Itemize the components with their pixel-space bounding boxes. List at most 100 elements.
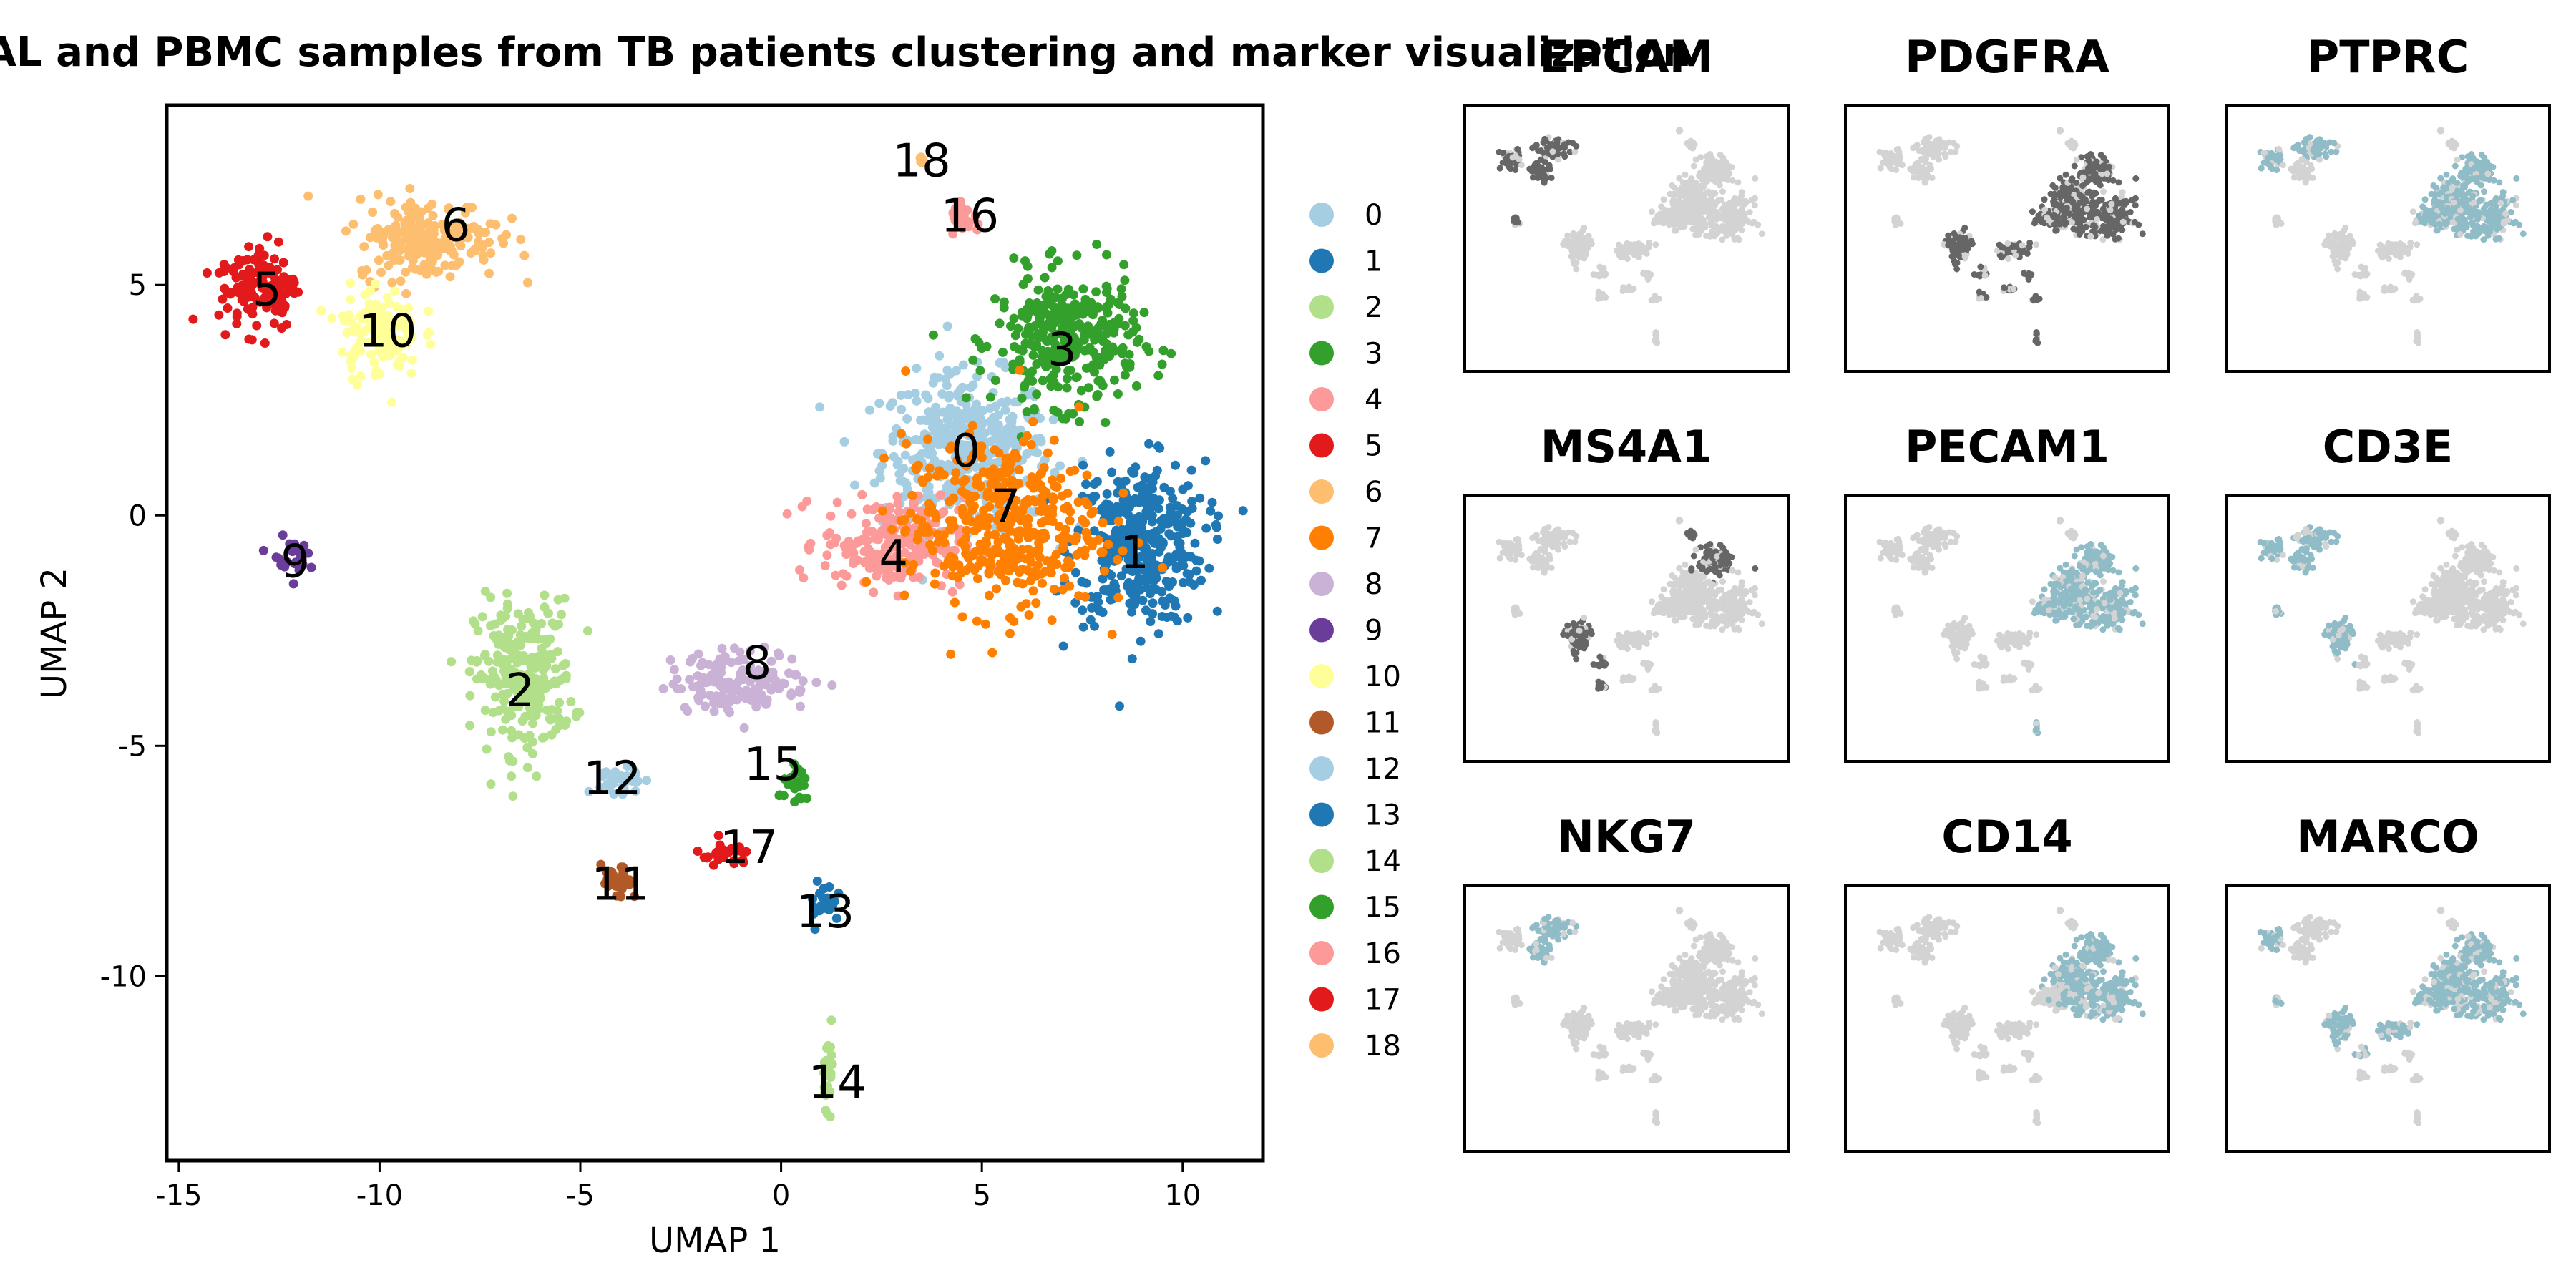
cluster-point bbox=[396, 238, 406, 248]
cluster-point bbox=[930, 579, 940, 589]
cluster-point bbox=[1099, 585, 1109, 595]
cluster-point bbox=[981, 536, 991, 546]
cluster-point bbox=[1055, 461, 1065, 471]
cluster-point bbox=[990, 401, 1000, 411]
marker-point bbox=[1654, 296, 1661, 303]
cluster-point bbox=[709, 706, 719, 716]
cluster-point bbox=[1148, 549, 1158, 559]
cluster-point bbox=[1102, 250, 1111, 260]
cluster-point bbox=[1107, 630, 1117, 640]
cluster-point bbox=[369, 358, 379, 368]
cluster-point bbox=[1030, 548, 1040, 557]
cluster-point bbox=[985, 590, 994, 600]
cluster-point bbox=[708, 860, 718, 870]
marker-point bbox=[2094, 163, 2102, 170]
cluster-point bbox=[901, 366, 911, 376]
cluster-point bbox=[945, 391, 955, 401]
cluster-point bbox=[219, 260, 229, 270]
cluster-point bbox=[1121, 303, 1131, 313]
cluster-point bbox=[942, 415, 952, 425]
cluster-point bbox=[937, 389, 947, 399]
cluster-point bbox=[1081, 479, 1091, 489]
cluster-point bbox=[488, 666, 497, 676]
cluster-point bbox=[1182, 569, 1192, 579]
cluster-point bbox=[1032, 359, 1042, 369]
marker-point bbox=[1648, 208, 1655, 215]
cluster-point bbox=[1036, 436, 1046, 447]
cluster-point bbox=[874, 399, 884, 409]
cluster-point bbox=[509, 702, 519, 712]
cluster-point bbox=[501, 714, 511, 724]
cluster-point bbox=[885, 513, 895, 522]
cluster-point bbox=[1091, 352, 1101, 362]
cluster-point bbox=[970, 547, 980, 557]
y-tick-label: 5 bbox=[129, 269, 147, 302]
cluster-point bbox=[1038, 578, 1048, 588]
cluster-point bbox=[1047, 263, 1057, 273]
cluster-point bbox=[925, 540, 935, 550]
y-tick-label: -5 bbox=[118, 730, 147, 763]
cluster-point bbox=[832, 497, 842, 507]
cluster-point bbox=[214, 310, 224, 320]
cluster-point bbox=[784, 668, 794, 678]
cluster-point bbox=[1152, 465, 1162, 475]
marker-point bbox=[2004, 255, 2011, 263]
cluster-point bbox=[919, 415, 929, 425]
cluster-point bbox=[486, 727, 496, 737]
cluster-point bbox=[1196, 575, 1206, 585]
cluster-point bbox=[571, 711, 581, 721]
cluster-point bbox=[1134, 334, 1144, 344]
marker-point bbox=[1689, 199, 1696, 206]
cluster-point bbox=[962, 440, 972, 450]
cluster-point bbox=[1075, 416, 1084, 426]
cluster-point bbox=[815, 402, 825, 412]
cluster-point bbox=[939, 507, 949, 517]
marker-point bbox=[1509, 154, 1516, 161]
cluster-point bbox=[411, 264, 421, 274]
cluster-point bbox=[1023, 497, 1033, 507]
marker-point bbox=[2115, 179, 2122, 186]
marker-point bbox=[2057, 175, 2064, 182]
cluster-point bbox=[491, 220, 501, 230]
cluster-point bbox=[337, 347, 347, 357]
cluster-point bbox=[795, 565, 804, 575]
marker-point bbox=[2109, 177, 2117, 184]
cluster-point bbox=[1083, 345, 1093, 355]
marker-point bbox=[1696, 207, 1702, 214]
cluster-point bbox=[1195, 493, 1205, 503]
marker-point bbox=[1571, 148, 1579, 155]
legend-label-9: 9 bbox=[1365, 615, 1382, 648]
cluster-label-11: 11 bbox=[591, 859, 649, 912]
cluster-point bbox=[979, 557, 989, 567]
cluster-point bbox=[507, 733, 517, 743]
cluster-point bbox=[1103, 540, 1113, 550]
cluster-point bbox=[528, 718, 537, 728]
cluster-point bbox=[243, 274, 253, 284]
marker-point bbox=[1723, 170, 1730, 177]
cluster-point bbox=[958, 509, 968, 519]
cluster-point bbox=[1148, 528, 1158, 538]
cluster-point bbox=[928, 330, 938, 340]
legend-marker-4 bbox=[1309, 387, 1334, 411]
cluster-point bbox=[482, 744, 492, 754]
cluster-point bbox=[897, 404, 907, 414]
cluster-point bbox=[794, 792, 804, 802]
cluster-label-5: 5 bbox=[253, 264, 282, 317]
cluster-point bbox=[1092, 240, 1102, 249]
marker-point bbox=[2084, 153, 2091, 160]
cluster-point bbox=[862, 577, 872, 587]
cluster-point bbox=[1072, 550, 1082, 560]
marker-point bbox=[2087, 233, 2094, 240]
marker-point bbox=[1709, 223, 1717, 229]
marker-point bbox=[2033, 330, 2040, 337]
cluster-point bbox=[1036, 535, 1046, 544]
cluster-point bbox=[985, 470, 995, 480]
cluster-point bbox=[958, 360, 968, 370]
cluster-point bbox=[1015, 356, 1025, 366]
cluster-point bbox=[906, 508, 916, 518]
marker-point bbox=[1571, 251, 1579, 258]
marker-point bbox=[1689, 140, 1697, 147]
marker-point bbox=[1680, 210, 1687, 217]
cluster-point bbox=[1082, 470, 1092, 480]
